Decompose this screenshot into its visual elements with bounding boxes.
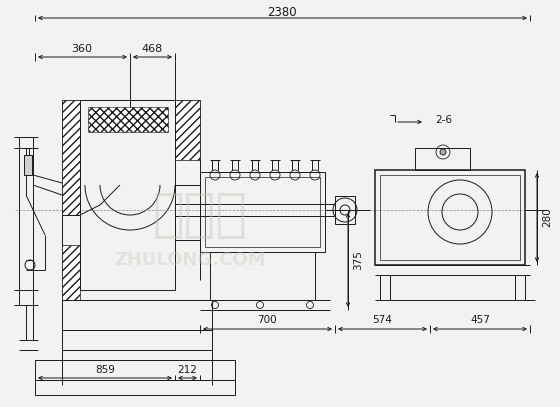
Text: 2-6: 2-6 bbox=[435, 115, 452, 125]
Text: 468: 468 bbox=[141, 44, 162, 54]
Text: 2380: 2380 bbox=[267, 6, 297, 18]
Text: 574: 574 bbox=[372, 315, 392, 325]
Bar bbox=[88, 107, 168, 132]
Text: 280: 280 bbox=[542, 207, 552, 227]
Text: 375: 375 bbox=[353, 250, 363, 270]
Bar bbox=[415, 148, 470, 170]
Text: ZHULONG.COM: ZHULONG.COM bbox=[114, 251, 266, 269]
Bar bbox=[35, 360, 235, 380]
Bar bbox=[175, 100, 200, 160]
Bar bbox=[205, 177, 320, 247]
Bar bbox=[35, 380, 235, 395]
Text: 360: 360 bbox=[72, 44, 92, 54]
Bar bbox=[24, 155, 32, 175]
Bar bbox=[62, 245, 80, 300]
Text: 859: 859 bbox=[95, 365, 115, 375]
Bar bbox=[62, 300, 212, 330]
Text: 457: 457 bbox=[470, 315, 490, 325]
Bar bbox=[200, 172, 325, 252]
Bar bbox=[335, 196, 355, 224]
Circle shape bbox=[440, 149, 446, 155]
Bar bbox=[380, 175, 520, 260]
Text: 700: 700 bbox=[257, 315, 277, 325]
Text: 212: 212 bbox=[177, 365, 197, 375]
Bar bbox=[375, 170, 525, 265]
Text: 筑龙網: 筑龙網 bbox=[152, 189, 248, 241]
Bar bbox=[62, 100, 80, 215]
Bar bbox=[62, 330, 212, 350]
